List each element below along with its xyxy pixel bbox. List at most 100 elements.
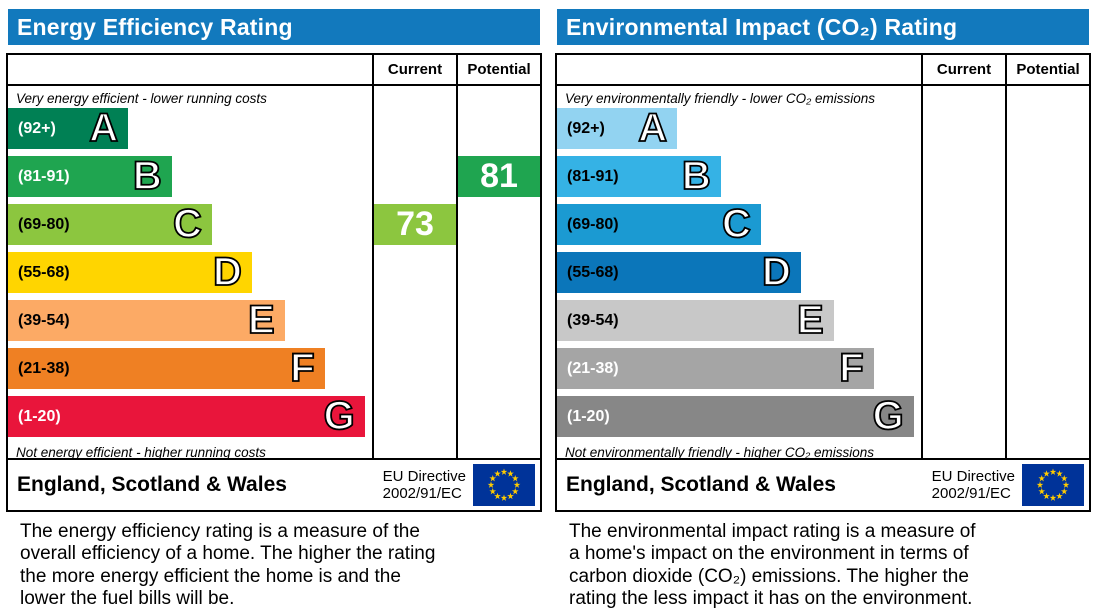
potential-column-header: Potential (456, 55, 540, 84)
band-row-b: (81-91) B (557, 154, 921, 198)
description-line: rating the less impact it has on the env… (569, 588, 973, 610)
environmental-bottom-caption: Not environmentally friendly - higher CO… (565, 445, 875, 458)
description-line: the more energy efficient the home is an… (20, 565, 401, 587)
band-letter: E (796, 298, 824, 342)
environmental-panel-title: Environmental Impact (CO₂) Rating (557, 9, 1089, 45)
energy-chart-footer: England, Scotland & Wales EU Directive 2… (8, 458, 540, 510)
environmental-chart-footer: England, Scotland & Wales EU Directive 2… (557, 458, 1089, 510)
band-range-label: (92+) (18, 119, 56, 137)
eu-flag-icon (473, 464, 535, 506)
energy-band-d: (55-68) D (8, 250, 252, 294)
description-line: The energy efficiency rating is a measur… (20, 521, 420, 542)
current-column-header: Current (372, 55, 456, 84)
band-range-label: (21-38) (567, 359, 619, 377)
band-letter: C (172, 202, 203, 246)
band-row-e: (39-54) E (557, 298, 921, 342)
environmental-band-c: (69-80) C (557, 202, 761, 246)
environmental-band-d: (55-68) D (557, 250, 801, 294)
band-range-label: (69-80) (18, 215, 70, 233)
environmental-band-a: (92+) A (557, 106, 678, 150)
band-letter: D (761, 250, 792, 294)
description-line: carbon dioxide (CO₂) emissions. The high… (569, 565, 969, 587)
potential-rating-badge: 81 (458, 156, 540, 197)
band-range-label: (1-20) (18, 407, 61, 425)
energy-band-area: Very energy efficient - lower running co… (8, 86, 372, 458)
energy-band-f: (21-38) F (8, 346, 325, 390)
band-range-label: (55-68) (18, 263, 70, 281)
environmental-band-area: Very environmentally friendly - lower CO… (557, 86, 921, 458)
header-spacer (8, 55, 372, 84)
band-letter: D (212, 250, 243, 294)
band-row-g: (1-20) G (557, 394, 921, 438)
eu-directive-line2: 2002/91/EC (382, 485, 462, 502)
energy-band-b: (81-91) B (8, 154, 172, 198)
environmental-description: The environmental impact rating is a mea… (569, 521, 1091, 611)
band-letter: B (132, 154, 163, 198)
band-row-d: (55-68) D (557, 250, 921, 294)
band-row-a: (92+) A (8, 106, 372, 150)
energy-chart-header-row: Current Potential (8, 55, 540, 86)
energy-rating-chart: Current Potential Very energy efficient … (6, 53, 542, 512)
energy-bottom-caption: Not energy efficient - higher running co… (16, 445, 266, 458)
band-row-e: (39-54) E (8, 298, 372, 342)
eu-directive-line2: 2002/91/EC (931, 485, 1011, 502)
environmental-chart-body: Very environmentally friendly - lower CO… (557, 86, 1089, 458)
band-letter: G (872, 394, 905, 438)
eu-directive-line1: EU Directive (382, 468, 466, 485)
energy-top-caption: Very energy efficient - lower running co… (16, 91, 267, 106)
energy-chart-body: Very energy efficient - lower running co… (8, 86, 540, 458)
energy-efficiency-panel: Energy Efficiency Rating Current Potenti… (6, 9, 542, 611)
energy-band-g: (1-20) G (8, 394, 365, 438)
band-letter: A (88, 106, 119, 150)
band-range-label: (55-68) (567, 263, 619, 281)
environmental-chart-header-row: Current Potential (557, 55, 1089, 86)
eu-directive-line1: EU Directive (931, 468, 1015, 485)
region-label: England, Scotland & Wales (17, 473, 287, 496)
potential-column-header: Potential (1005, 55, 1089, 84)
environmental-band-b: (81-91) B (557, 154, 721, 198)
energy-band-c: (69-80) C (8, 202, 212, 246)
energy-potential-column: 81 (456, 86, 540, 458)
environmental-top-caption: Very environmentally friendly - lower CO… (565, 91, 875, 106)
band-row-c: (69-80) C (557, 202, 921, 246)
band-row-f: (21-38) F (8, 346, 372, 390)
energy-description: The energy efficiency rating is a measur… (20, 521, 542, 611)
band-letter: A (637, 106, 668, 150)
current-column-header: Current (921, 55, 1005, 84)
description-line: lower the fuel bills will be. (20, 588, 235, 610)
band-letter: E (247, 298, 275, 342)
band-range-label: (1-20) (567, 407, 610, 425)
band-range-label: (81-91) (18, 167, 70, 185)
description-line: overall efficiency of a home. The higher… (20, 543, 436, 565)
band-range-label: (39-54) (18, 311, 70, 329)
environmental-band-f: (21-38) F (557, 346, 874, 390)
energy-current-column: 73 (372, 86, 456, 458)
band-range-label: (92+) (567, 119, 605, 137)
environmental-impact-panel: Environmental Impact (CO₂) Rating Curren… (555, 9, 1091, 611)
band-letter: C (721, 202, 752, 246)
energy-panel-title: Energy Efficiency Rating (8, 9, 540, 45)
band-row-f: (21-38) F (557, 346, 921, 390)
band-letter: G (323, 394, 356, 438)
band-letter: F (289, 346, 315, 390)
band-row-b: (81-91) B (8, 154, 372, 198)
current-rating-badge: 73 (374, 204, 456, 245)
eu-directive-label: EU Directive 2002/91/EC (383, 468, 466, 502)
band-letter: B (681, 154, 712, 198)
environmental-band-e: (39-54) E (557, 298, 834, 342)
band-range-label: (21-38) (18, 359, 70, 377)
environmental-rating-chart: Current Potential Very environmentally f… (555, 53, 1091, 512)
band-range-label: (69-80) (567, 215, 619, 233)
region-label: England, Scotland & Wales (566, 473, 836, 496)
energy-band-e: (39-54) E (8, 298, 285, 342)
environmental-potential-column (1005, 86, 1089, 458)
description-line: The environmental impact rating is a mea… (569, 521, 976, 542)
band-range-label: (81-91) (567, 167, 619, 185)
environmental-band-g: (1-20) G (557, 394, 914, 438)
band-row-c: (69-80) C (8, 202, 372, 246)
band-range-label: (39-54) (567, 311, 619, 329)
header-spacer (557, 55, 921, 84)
eu-directive-label: EU Directive 2002/91/EC (932, 468, 1015, 502)
band-letter: F (838, 346, 864, 390)
